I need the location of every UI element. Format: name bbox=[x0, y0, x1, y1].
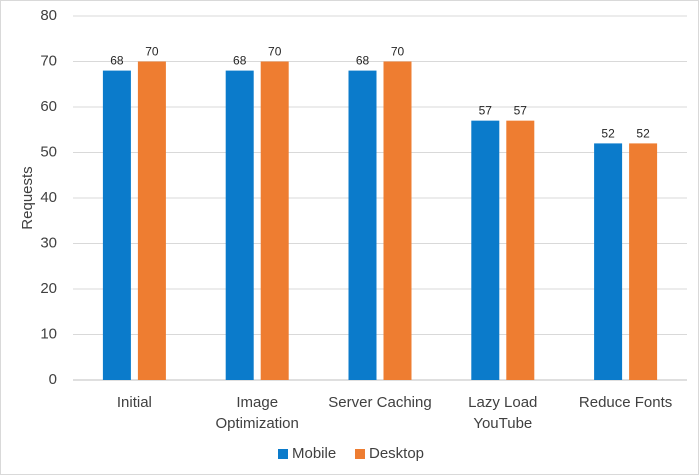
y-axis-label: Requests bbox=[19, 166, 36, 229]
y-tick-label: 60 bbox=[40, 98, 57, 115]
data-label: 57 bbox=[514, 104, 528, 118]
y-tick-label: 80 bbox=[40, 7, 57, 24]
data-label: 52 bbox=[601, 126, 615, 140]
bar-desktop bbox=[383, 61, 412, 380]
data-label: 70 bbox=[145, 45, 159, 59]
data-label: 70 bbox=[391, 45, 405, 59]
x-tick-label: Image bbox=[236, 394, 278, 411]
y-tick-label: 50 bbox=[40, 143, 57, 160]
legend-swatch-desktop bbox=[355, 449, 365, 459]
legend-label-desktop: Desktop bbox=[369, 445, 424, 462]
bar-mobile bbox=[471, 120, 500, 381]
y-tick-label: 10 bbox=[40, 325, 57, 342]
x-tick-label: YouTube bbox=[473, 415, 532, 432]
bar-desktop bbox=[629, 143, 658, 380]
x-tick-label: Reduce Fonts bbox=[579, 394, 672, 411]
data-label: 68 bbox=[356, 54, 370, 68]
bar-desktop bbox=[137, 61, 166, 380]
y-tick-label: 0 bbox=[49, 371, 57, 388]
x-tick-label: Server Caching bbox=[328, 394, 431, 411]
data-label: 70 bbox=[268, 45, 282, 59]
y-tick-label: 70 bbox=[40, 52, 57, 69]
bar-mobile bbox=[102, 70, 131, 380]
bar-mobile bbox=[594, 143, 623, 380]
data-label: 68 bbox=[233, 54, 247, 68]
bar-desktop bbox=[260, 61, 289, 380]
y-tick-label: 30 bbox=[40, 234, 57, 251]
x-tick-label: Optimization bbox=[216, 415, 299, 432]
data-label: 57 bbox=[479, 104, 493, 118]
bar-mobile bbox=[225, 70, 254, 380]
bar-desktop bbox=[506, 120, 535, 381]
legend-label-mobile: Mobile bbox=[292, 445, 336, 462]
y-tick-label: 20 bbox=[40, 280, 57, 297]
bar-mobile bbox=[348, 70, 377, 380]
y-tick-label: 40 bbox=[40, 189, 57, 206]
x-tick-label: Initial bbox=[117, 394, 152, 411]
x-tick-label: Lazy Load bbox=[468, 394, 537, 411]
legend-swatch-mobile bbox=[278, 449, 288, 459]
data-label: 52 bbox=[636, 126, 650, 140]
data-label: 68 bbox=[110, 54, 124, 68]
